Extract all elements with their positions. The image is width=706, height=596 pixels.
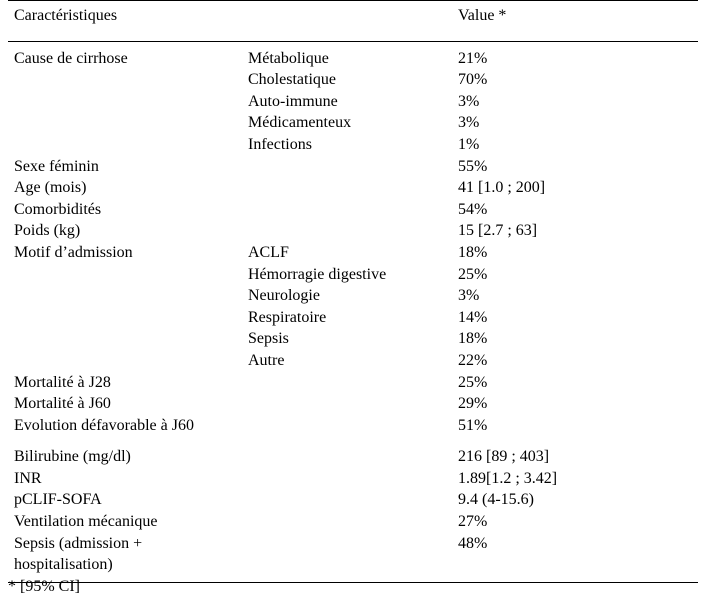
row-value: 14% (458, 307, 698, 329)
table-row: Ventilation mécanique 27% (8, 511, 698, 533)
row-value: 3% (458, 285, 698, 307)
row-subcategory: Infections (248, 134, 458, 156)
row-value: 70% (458, 69, 698, 91)
row-subcategory: Autre (248, 350, 458, 372)
row-value: 51% (458, 415, 698, 437)
row-subcategory: Hémorragie digestive (248, 264, 458, 286)
row-value: 18% (458, 328, 698, 350)
row-characteristic: Ventilation mécanique (8, 511, 248, 533)
table-row: pCLIF-SOFA 9.4 (4-15.6) (8, 489, 698, 511)
table-row: Comorbidités 54% (8, 199, 698, 221)
row-subcategory: Sepsis (248, 328, 458, 350)
row-characteristic: Cause de cirrhose (8, 48, 248, 70)
row-value: 9.4 (4-15.6) (458, 489, 698, 511)
table-row: Infections 1% (8, 134, 698, 156)
table-row: Cause de cirrhose Métabolique 21% (8, 48, 698, 70)
row-value: 3% (458, 91, 698, 113)
row-characteristic: Sexe féminin (8, 156, 248, 178)
table-row: Sepsis 18% (8, 328, 698, 350)
row-value: 3% (458, 112, 698, 134)
row-value: 54% (458, 199, 698, 221)
row-value: 48% (458, 533, 698, 555)
row-subcategory: ACLF (248, 242, 458, 264)
row-value: 25% (458, 264, 698, 286)
table-header-row: Caractéristiques Value * (8, 1, 698, 31)
row-characteristic: pCLIF-SOFA (8, 489, 248, 511)
table-row: Médicamenteux 3% (8, 112, 698, 134)
table-row: Cholestatique 70% (8, 69, 698, 91)
row-subcategory: Médicamenteux (248, 112, 458, 134)
row-subcategory: Respiratoire (248, 307, 458, 329)
row-characteristic: Comorbidités (8, 199, 248, 221)
row-value: 55% (458, 156, 698, 178)
row-characteristic: Sepsis (admission + hospitalisation) (8, 533, 208, 576)
header-value: Value * (458, 5, 698, 27)
table-footnote: * [95% CI] (8, 578, 80, 596)
row-characteristic: Evolution défavorable à J60 (8, 415, 248, 437)
table-row: Poids (kg) 15 [2.7 ; 63] (8, 220, 698, 242)
table-row: Sexe féminin 55% (8, 156, 698, 178)
row-characteristic: Mortalité à J60 (8, 393, 248, 415)
characteristics-table: Caractéristiques Value * Cause de cirrho… (8, 0, 698, 583)
row-subcategory: Auto-immune (248, 91, 458, 113)
table-row: Autre 22% (8, 350, 698, 372)
row-characteristic: Poids (kg) (8, 220, 248, 242)
table-row: Mortalité à J28 25% (8, 372, 698, 394)
table-row: Auto-immune 3% (8, 91, 698, 113)
row-characteristic: Age (mois) (8, 177, 248, 199)
table-row: Motif d’admission ACLF 18% (8, 242, 698, 264)
row-value: 22% (458, 350, 698, 372)
row-value: 1.89[1.2 ; 3.42] (458, 468, 698, 490)
row-characteristic: Mortalité à J28 (8, 372, 248, 394)
table-row: Neurologie 3% (8, 285, 698, 307)
row-value: 15 [2.7 ; 63] (458, 220, 698, 242)
row-value: 25% (458, 372, 698, 394)
row-subcategory: Métabolique (248, 48, 458, 70)
row-value: 29% (458, 393, 698, 415)
row-characteristic: Bilirubine (mg/dl) (8, 446, 248, 468)
table-row: Hémorragie digestive 25% (8, 264, 698, 286)
row-value: 41 [1.0 ; 200] (458, 177, 698, 199)
table-row: INR 1.89[1.2 ; 3.42] (8, 468, 698, 490)
row-characteristic: INR (8, 468, 248, 490)
row-value: 1% (458, 134, 698, 156)
row-value: 216 [89 ; 403] (458, 446, 698, 468)
table-row: Evolution défavorable à J60 51% (8, 415, 698, 437)
table-row: Respiratoire 14% (8, 307, 698, 329)
header-characteristics: Caractéristiques (8, 5, 248, 27)
row-subcategory: Neurologie (248, 285, 458, 307)
table-row: Sepsis (admission + hospitalisation) 48% (8, 533, 698, 576)
table-row: Bilirubine (mg/dl) 216 [89 ; 403] (8, 446, 698, 468)
table-row: Mortalité à J60 29% (8, 393, 698, 415)
row-value: 27% (458, 511, 698, 533)
row-value: 21% (458, 48, 698, 70)
row-characteristic: Motif d’admission (8, 242, 248, 264)
table-row: Age (mois) 41 [1.0 ; 200] (8, 177, 698, 199)
row-value: 18% (458, 242, 698, 264)
row-subcategory: Cholestatique (248, 69, 458, 91)
